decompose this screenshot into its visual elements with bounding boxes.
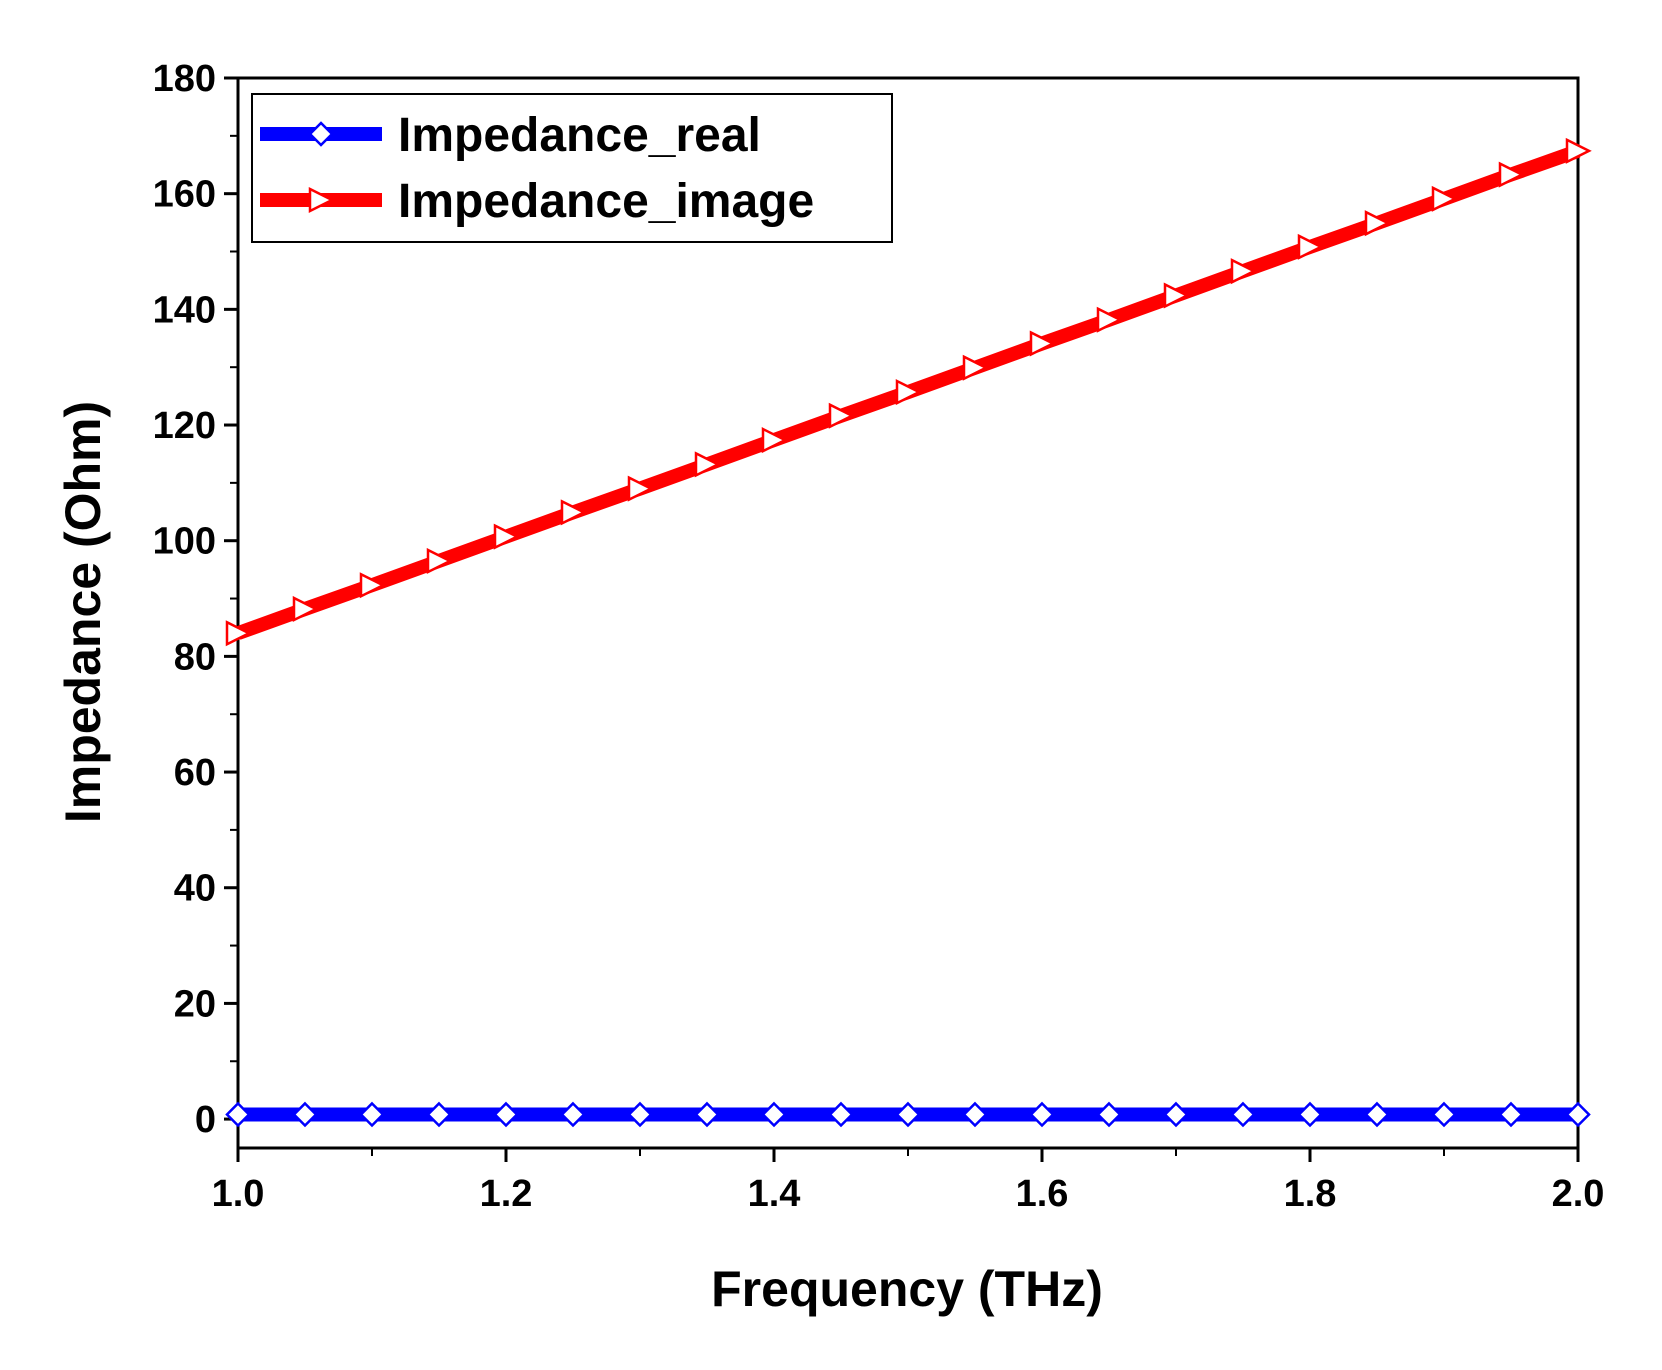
data-point-Impedance_image-9	[828, 402, 855, 429]
data-point-Impedance_real-10	[895, 1101, 921, 1128]
data-point-Impedance_real-2	[359, 1101, 385, 1128]
data-point-Impedance_real-14	[1163, 1101, 1189, 1128]
data-point-Impedance_real-12	[1029, 1101, 1055, 1128]
data-point-Impedance_real-7	[694, 1101, 720, 1128]
data-point-Impedance_image-17	[1364, 210, 1391, 237]
data-point-Impedance_image-4	[493, 523, 520, 550]
data-point-Impedance_image-19	[1498, 161, 1525, 188]
data-point-Impedance_real-3	[426, 1101, 452, 1128]
data-point-Impedance_real-6	[627, 1101, 653, 1128]
data-point-Impedance_real-9	[828, 1101, 854, 1128]
data-point-Impedance_real-19	[1498, 1101, 1524, 1128]
x-tick-label-2.0: 2.0	[1552, 1173, 1605, 1215]
series-Impedance_real	[225, 1101, 1591, 1128]
data-point-Impedance_image-2	[359, 572, 386, 599]
data-point-Impedance_image-0	[225, 620, 252, 647]
data-point-Impedance_image-8	[761, 427, 788, 454]
data-point-Impedance_real-15	[1230, 1101, 1256, 1128]
data-point-Impedance_image-20	[1565, 137, 1592, 164]
y-tick-label-120: 120	[153, 405, 216, 447]
y-tick-label-0: 0	[195, 1099, 216, 1141]
data-point-Impedance_image-12	[1029, 330, 1056, 357]
legend-box	[251, 93, 893, 243]
y-tick-label-160: 160	[153, 174, 216, 216]
data-point-Impedance_real-5	[560, 1101, 586, 1128]
x-tick-label-1.4: 1.4	[748, 1173, 801, 1215]
y-tick-label-60: 60	[174, 752, 216, 794]
data-point-Impedance_image-5	[560, 499, 587, 526]
data-point-Impedance_real-1	[292, 1101, 318, 1128]
x-tick-label-1.8: 1.8	[1284, 1173, 1337, 1215]
data-point-Impedance_real-16	[1297, 1101, 1323, 1128]
y-tick-label-20: 20	[174, 983, 216, 1025]
x-tick-label-1.2: 1.2	[480, 1173, 533, 1215]
data-point-Impedance_real-4	[493, 1101, 519, 1128]
data-point-Impedance_image-18	[1431, 185, 1458, 212]
y-tick-label-140: 140	[153, 289, 216, 331]
legend-marker-Impedance_image	[308, 186, 335, 214]
data-point-Impedance_image-7	[694, 451, 721, 478]
data-point-Impedance_image-10	[895, 379, 922, 406]
data-point-Impedance_real-20	[1565, 1101, 1591, 1128]
y-tick-label-40: 40	[174, 868, 216, 910]
x-tick-label-1.0: 1.0	[212, 1173, 265, 1215]
data-point-Impedance_real-8	[761, 1101, 787, 1128]
data-point-Impedance_image-6	[627, 475, 654, 502]
data-point-Impedance_image-11	[962, 354, 989, 381]
legend: Impedance_real Impedance_image	[251, 93, 893, 243]
legend-marker-Impedance_real	[308, 121, 334, 147]
y-tick-label-180: 180	[153, 58, 216, 100]
y-tick-label-100: 100	[153, 521, 216, 563]
x-tick-label-1.6: 1.6	[1016, 1173, 1069, 1215]
data-point-Impedance_image-14	[1163, 282, 1190, 309]
legend-label-Impedance_real: Impedance_real	[398, 109, 761, 162]
data-point-Impedance_image-13	[1096, 306, 1123, 333]
series-group	[225, 137, 1592, 1128]
data-point-Impedance_real-0	[225, 1101, 251, 1128]
legend-label-Impedance_image: Impedance_image	[398, 175, 814, 228]
y-tick-label-80: 80	[174, 636, 216, 678]
data-point-Impedance_real-18	[1431, 1101, 1457, 1128]
y-axis-title: Impedance (Ohm)	[55, 401, 111, 823]
data-point-Impedance_real-11	[962, 1101, 988, 1128]
series-Impedance_image	[225, 137, 1592, 647]
data-point-Impedance_image-16	[1297, 233, 1324, 260]
data-point-Impedance_image-3	[426, 547, 453, 574]
data-point-Impedance_image-15	[1230, 258, 1257, 285]
x-axis-title: Frequency (THz)	[711, 1261, 1103, 1317]
data-point-Impedance_image-1	[292, 595, 319, 622]
data-point-Impedance_real-13	[1096, 1101, 1122, 1128]
data-point-Impedance_real-17	[1364, 1101, 1390, 1128]
ticks-group: 0 20 40 60 80 100 120 140 160 180 1.0 1.2 1.4 1.6 1.8 2…	[153, 58, 1605, 1215]
